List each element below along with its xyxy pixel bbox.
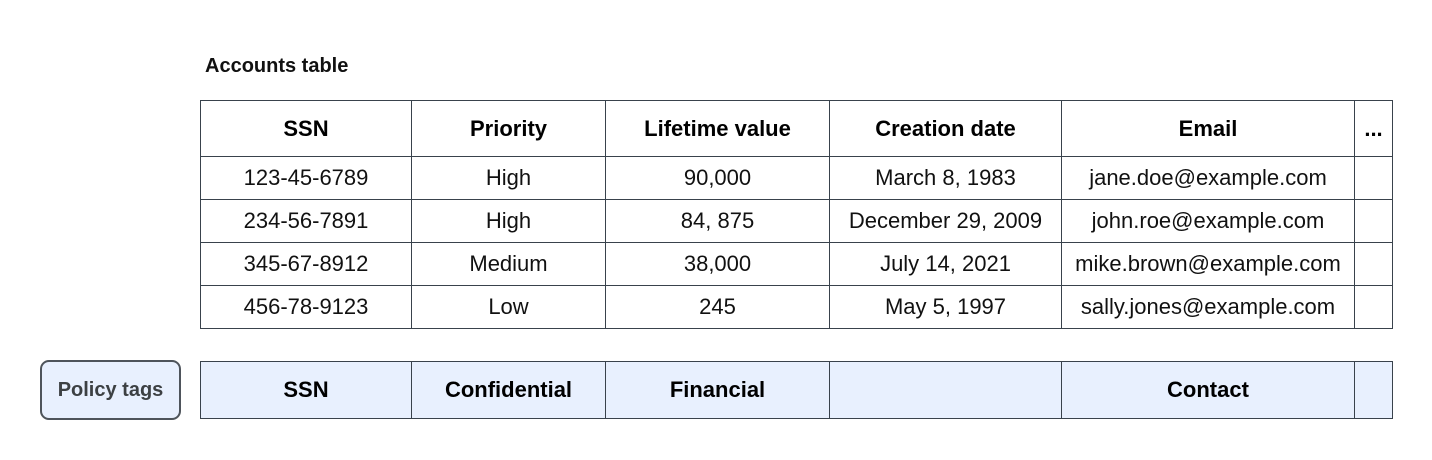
cell-lifetime-value: 90,000 (605, 156, 830, 200)
cell-priority: Medium (411, 242, 606, 286)
cell-creation-date: December 29, 2009 (829, 199, 1062, 243)
policy-tag-empty-more (1354, 361, 1393, 419)
table-row: 345-67-8912 Medium 38,000 July 14, 2021 … (200, 242, 1393, 286)
column-header-priority: Priority (411, 100, 606, 157)
cell-lifetime-value: 245 (605, 285, 830, 329)
cell-creation-date: March 8, 1983 (829, 156, 1062, 200)
header-row: SSN Priority Lifetime value Creation dat… (200, 100, 1393, 157)
cell-more (1354, 242, 1393, 286)
table-row: 234-56-7891 High 84, 875 December 29, 20… (200, 199, 1393, 243)
table-row: 456-78-9123 Low 245 May 5, 1997 sally.jo… (200, 285, 1393, 329)
cell-email: sally.jones@example.com (1061, 285, 1355, 329)
policy-tags-button[interactable]: Policy tags (40, 360, 181, 420)
accounts-table-body: 123-45-6789 High 90,000 March 8, 1983 ja… (200, 156, 1393, 329)
policy-tag-financial: Financial (605, 361, 830, 419)
cell-priority: Low (411, 285, 606, 329)
cell-priority: High (411, 199, 606, 243)
cell-creation-date: July 14, 2021 (829, 242, 1062, 286)
cell-priority: High (411, 156, 606, 200)
column-header-more: ... (1354, 100, 1393, 157)
policy-tag-contact: Contact (1061, 361, 1355, 419)
cell-ssn: 345-67-8912 (200, 242, 412, 286)
cell-ssn: 234-56-7891 (200, 199, 412, 243)
column-header-ssn: SSN (200, 100, 412, 157)
cell-ssn: 123-45-6789 (200, 156, 412, 200)
policy-tag-cells: SSN Confidential Financial Contact (200, 361, 1393, 419)
table-row: 123-45-6789 High 90,000 March 8, 1983 ja… (200, 156, 1393, 200)
table-title: Accounts table (205, 55, 349, 77)
cell-more (1354, 156, 1393, 200)
cell-email: mike.brown@example.com (1061, 242, 1355, 286)
accounts-table-header: SSN Priority Lifetime value Creation dat… (200, 100, 1393, 157)
policy-tags-row: SSN Confidential Financial Contact (200, 361, 1393, 419)
accounts-table: SSN Priority Lifetime value Creation dat… (200, 100, 1393, 329)
cell-more (1354, 285, 1393, 329)
cell-email: john.roe@example.com (1061, 199, 1355, 243)
column-header-email: Email (1061, 100, 1355, 157)
column-header-lifetime-value: Lifetime value (605, 100, 830, 157)
cell-lifetime-value: 84, 875 (605, 199, 830, 243)
cell-more (1354, 199, 1393, 243)
cell-lifetime-value: 38,000 (605, 242, 830, 286)
cell-creation-date: May 5, 1997 (829, 285, 1062, 329)
policy-tag-ssn: SSN (200, 361, 412, 419)
cell-ssn: 456-78-9123 (200, 285, 412, 329)
cell-email: jane.doe@example.com (1061, 156, 1355, 200)
column-header-creation-date: Creation date (829, 100, 1062, 157)
policy-tag-confidential: Confidential (411, 361, 606, 419)
policy-tag-empty-creation-date (829, 361, 1062, 419)
